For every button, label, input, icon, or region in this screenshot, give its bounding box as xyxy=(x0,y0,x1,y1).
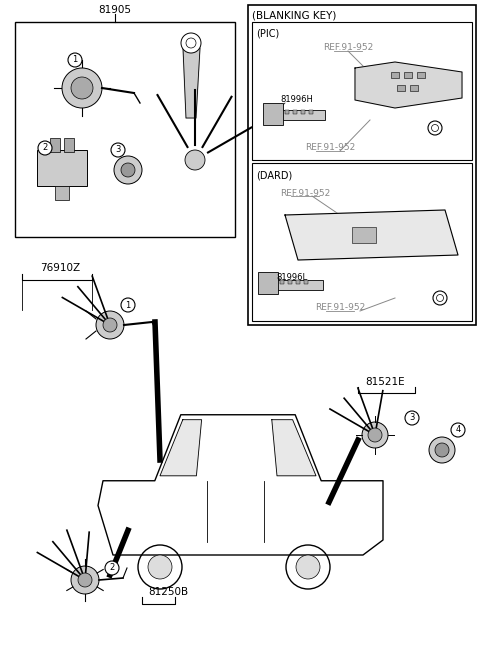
Bar xyxy=(252,163,472,321)
Circle shape xyxy=(428,121,442,135)
Polygon shape xyxy=(98,415,383,555)
Text: 81996L: 81996L xyxy=(276,273,307,283)
Bar xyxy=(397,85,405,91)
Circle shape xyxy=(96,311,124,339)
Circle shape xyxy=(181,33,201,53)
Bar xyxy=(309,110,313,114)
Circle shape xyxy=(71,77,93,99)
Circle shape xyxy=(368,428,382,442)
Circle shape xyxy=(103,318,117,332)
Text: REF.91-952: REF.91-952 xyxy=(305,143,355,152)
Text: REF.91-952: REF.91-952 xyxy=(315,304,365,313)
Bar xyxy=(280,280,284,284)
Text: 3: 3 xyxy=(115,145,120,154)
Text: 2: 2 xyxy=(42,143,48,152)
Bar xyxy=(296,280,300,284)
Text: 2: 2 xyxy=(109,564,115,572)
Bar xyxy=(391,72,399,78)
Circle shape xyxy=(38,141,52,155)
Text: 81250B: 81250B xyxy=(148,587,188,597)
Text: 76910Z: 76910Z xyxy=(40,263,80,273)
Bar xyxy=(404,72,412,78)
Text: 3: 3 xyxy=(409,413,415,422)
Circle shape xyxy=(433,291,447,305)
Bar xyxy=(304,280,308,284)
Polygon shape xyxy=(285,210,458,260)
Bar xyxy=(293,110,297,114)
Text: 81905: 81905 xyxy=(98,5,132,15)
Circle shape xyxy=(62,68,102,108)
Bar xyxy=(50,138,60,152)
Text: (BLANKING KEY): (BLANKING KEY) xyxy=(252,11,336,21)
Text: (DARD): (DARD) xyxy=(256,170,292,180)
Circle shape xyxy=(68,53,82,67)
Bar xyxy=(64,138,74,152)
Circle shape xyxy=(105,561,119,575)
Circle shape xyxy=(185,150,205,170)
Circle shape xyxy=(111,143,125,157)
Text: 1: 1 xyxy=(72,55,78,64)
Bar xyxy=(410,85,418,91)
Bar xyxy=(55,186,69,200)
Bar xyxy=(263,103,283,125)
Polygon shape xyxy=(355,62,462,108)
Bar xyxy=(285,110,289,114)
Bar xyxy=(15,22,235,237)
Text: 1: 1 xyxy=(125,300,131,309)
Text: 81996H: 81996H xyxy=(280,95,313,104)
Bar xyxy=(301,110,305,114)
Circle shape xyxy=(71,566,99,594)
Circle shape xyxy=(296,555,320,579)
Bar xyxy=(270,110,325,120)
Circle shape xyxy=(286,545,330,589)
Bar xyxy=(288,280,292,284)
Bar xyxy=(37,150,87,186)
Circle shape xyxy=(362,422,388,448)
Polygon shape xyxy=(183,48,200,118)
Text: 4: 4 xyxy=(456,426,461,434)
Text: (PIC): (PIC) xyxy=(256,28,279,38)
Circle shape xyxy=(451,423,465,437)
Bar xyxy=(248,5,476,325)
Circle shape xyxy=(405,411,419,425)
Bar xyxy=(258,272,278,294)
Polygon shape xyxy=(160,420,202,476)
Circle shape xyxy=(114,156,142,184)
Text: REF.91-952: REF.91-952 xyxy=(280,189,330,198)
Text: REF.91-952: REF.91-952 xyxy=(323,43,373,53)
Text: 81521E: 81521E xyxy=(365,377,405,387)
Circle shape xyxy=(121,163,135,177)
Circle shape xyxy=(429,437,455,463)
Bar xyxy=(265,280,323,290)
Polygon shape xyxy=(272,420,316,476)
Bar xyxy=(252,22,472,160)
Circle shape xyxy=(78,573,92,587)
Circle shape xyxy=(121,298,135,312)
Circle shape xyxy=(148,555,172,579)
Bar xyxy=(352,227,376,243)
Circle shape xyxy=(138,545,182,589)
Circle shape xyxy=(435,443,449,457)
Bar xyxy=(417,72,425,78)
